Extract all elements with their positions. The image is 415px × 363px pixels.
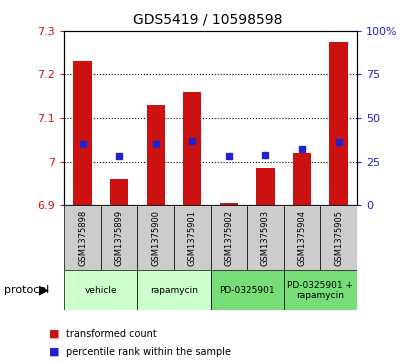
- Bar: [256, 168, 275, 205]
- Text: GSM1375901: GSM1375901: [188, 210, 197, 266]
- Text: PD-0325901: PD-0325901: [220, 286, 275, 295]
- Bar: [320, 205, 357, 270]
- Bar: [110, 179, 128, 205]
- Text: protocol: protocol: [4, 285, 49, 295]
- Text: GSM1375899: GSM1375899: [115, 210, 124, 266]
- Text: GSM1375902: GSM1375902: [225, 210, 233, 266]
- Text: GSM1375898: GSM1375898: [78, 210, 87, 266]
- Bar: [174, 205, 211, 270]
- Text: ■: ■: [49, 347, 59, 357]
- Bar: [284, 205, 320, 270]
- Text: GSM1375900: GSM1375900: [151, 210, 160, 266]
- Text: GSM1375903: GSM1375903: [261, 210, 270, 266]
- Text: GSM1375905: GSM1375905: [334, 210, 343, 266]
- Bar: [64, 205, 101, 270]
- Bar: [137, 270, 210, 310]
- Text: ■: ■: [49, 329, 59, 339]
- Bar: [211, 270, 284, 310]
- Text: rapamycin: rapamycin: [150, 286, 198, 295]
- Bar: [137, 205, 174, 270]
- Bar: [211, 205, 247, 270]
- Bar: [220, 203, 238, 205]
- Text: percentile rank within the sample: percentile rank within the sample: [66, 347, 232, 357]
- Bar: [183, 92, 201, 205]
- Bar: [293, 153, 311, 205]
- Bar: [73, 61, 92, 205]
- Bar: [284, 270, 357, 310]
- Text: transformed count: transformed count: [66, 329, 157, 339]
- Bar: [101, 205, 137, 270]
- Bar: [64, 270, 137, 310]
- Bar: [247, 205, 284, 270]
- Text: vehicle: vehicle: [85, 286, 117, 295]
- Text: GDS5419 / 10598598: GDS5419 / 10598598: [133, 13, 282, 27]
- Text: PD-0325901 +
rapamycin: PD-0325901 + rapamycin: [287, 281, 353, 300]
- Text: GSM1375904: GSM1375904: [298, 210, 307, 266]
- Bar: [146, 105, 165, 205]
- Bar: [330, 42, 348, 205]
- Text: ▶: ▶: [39, 284, 49, 297]
